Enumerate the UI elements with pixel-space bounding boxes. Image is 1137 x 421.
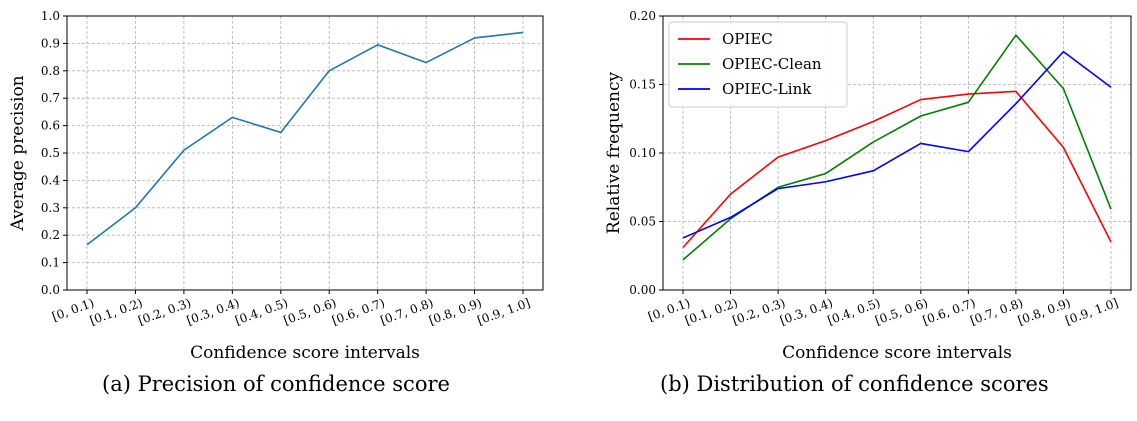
y-tick-label: 1.0 — [41, 9, 60, 23]
x-tick-label: [0.7, 0.8) — [968, 296, 1025, 328]
plot-frame — [66, 15, 544, 291]
chart-a: 0.00.10.20.30.40.50.60.70.80.91.0[0, 0.1… — [8, 9, 544, 363]
y-axis-label: Average precision — [8, 75, 28, 231]
x-tick-label: [0.5, 0.6) — [873, 296, 930, 328]
series-line-opiec-link — [682, 50, 1112, 239]
plot-frame — [662, 15, 1132, 291]
caption-b: (b) Distribution of confidence scores — [660, 372, 1049, 396]
y-tick-label: 0.4 — [41, 173, 60, 187]
y-tick-label: 0.1 — [41, 256, 60, 270]
y-tick-label: 0.9 — [41, 36, 60, 50]
x-axis-label: Confidence score intervals — [190, 343, 420, 363]
x-tick-label: [0.7, 0.8) — [379, 296, 436, 328]
x-tick-label: [0.8, 0.9) — [427, 296, 484, 328]
x-tick-label: [0.5, 0.6) — [282, 296, 339, 328]
legend-label: OPIEC — [722, 30, 773, 48]
x-tick-label: [0.1, 0.2) — [683, 296, 740, 328]
legend-label: OPIEC-Clean — [722, 55, 822, 73]
y-tick-label: 0.20 — [629, 9, 656, 23]
x-axis-label: Confidence score intervals — [782, 343, 1012, 363]
series-line-opiec — [682, 90, 1112, 249]
y-tick-label: 0.6 — [41, 119, 60, 133]
x-tick-label: [0.2, 0.3) — [136, 296, 193, 328]
x-tick-label: [0.6, 0.7) — [921, 296, 978, 328]
y-tick-label: 0.10 — [629, 146, 656, 160]
y-tick-label: 0.3 — [41, 201, 60, 215]
y-tick-label: 0.8 — [41, 64, 60, 78]
x-tick-label: [0.4, 0.5) — [233, 296, 290, 328]
legend-box — [668, 21, 848, 108]
caption-a: (a) Precision of confidence score — [102, 372, 450, 396]
y-tick-label: 0.00 — [629, 283, 656, 297]
series-line — [86, 31, 524, 246]
y-axis-label: Relative frequency — [604, 71, 624, 234]
x-tick-label: [0.4, 0.5) — [826, 296, 883, 328]
x-tick-label: [0.8, 0.9) — [1016, 296, 1073, 328]
x-tick-label: [0.9, 1.0] — [1063, 296, 1120, 328]
y-tick-label: 0.0 — [41, 283, 60, 297]
chart-b: 0.000.050.100.150.20[0, 0.1)[0.1, 0.2)[0… — [604, 9, 1132, 363]
x-tick-label: [0.9, 1.0] — [475, 296, 532, 328]
x-tick-label: [0.2, 0.3) — [731, 296, 788, 328]
x-tick-label: [0.6, 0.7) — [330, 296, 387, 328]
x-tick-label: [0.3, 0.4) — [185, 296, 242, 328]
y-tick-label: 0.2 — [41, 228, 60, 242]
y-tick-label: 0.15 — [629, 78, 656, 92]
y-tick-label: 0.7 — [41, 91, 60, 105]
legend-label: OPIEC-Link — [722, 80, 812, 98]
y-tick-label: 0.05 — [629, 215, 656, 229]
y-tick-label: 0.5 — [41, 146, 60, 160]
x-tick-label: [0.3, 0.4) — [778, 296, 835, 328]
x-tick-label: [0.1, 0.2) — [88, 296, 145, 328]
